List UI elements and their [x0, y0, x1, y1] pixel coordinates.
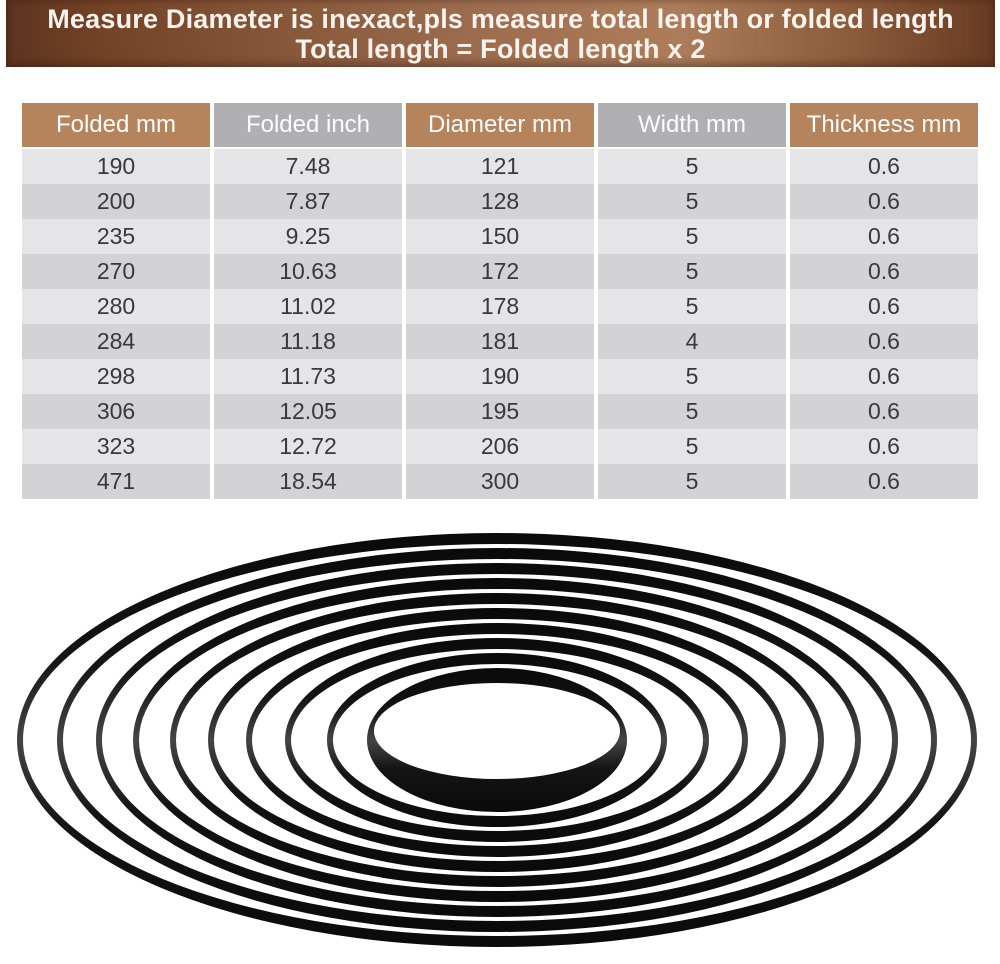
table-cell: 5 — [598, 289, 786, 324]
table-cell: 0.6 — [790, 464, 978, 499]
table-cell: 5 — [598, 219, 786, 254]
table-cell: 195 — [406, 394, 594, 429]
belt-ring — [285, 638, 709, 842]
table-cell: 172 — [406, 254, 594, 289]
table-cell: 270 — [22, 254, 210, 289]
column-header: Width mm — [598, 103, 786, 147]
table-cell: 0.6 — [790, 219, 978, 254]
banner-line-1: Measure Diameter is inexact,pls measure … — [47, 3, 954, 34]
belt-ring — [208, 608, 786, 872]
table-cell: 7.48 — [214, 149, 402, 184]
table-cell: 0.6 — [790, 359, 978, 394]
belt-ring — [17, 533, 977, 947]
table-cell: 471 — [22, 464, 210, 499]
table-cell: 178 — [406, 289, 594, 324]
table-cell: 284 — [22, 324, 210, 359]
spec-table-header-row: Folded mm Folded inch Diameter mm Width mm T… — [22, 103, 978, 147]
table-cell: 0.6 — [790, 254, 978, 289]
table-cell: 10.63 — [214, 254, 402, 289]
table-cell: 4 — [598, 324, 786, 359]
table-cell: 298 — [22, 359, 210, 394]
table-cell: 280 — [22, 289, 210, 324]
table-cell: 5 — [598, 429, 786, 464]
belt-ring — [246, 623, 748, 857]
belt-rings-group — [17, 533, 977, 947]
table-cell: 0.6 — [790, 184, 978, 219]
table-cell: 9.25 — [214, 219, 402, 254]
table-cell: 206 — [406, 429, 594, 464]
table-cell: 181 — [406, 324, 594, 359]
table-cell: 200 — [22, 184, 210, 219]
belt-ring — [326, 652, 668, 828]
table-cell: 0.6 — [790, 429, 978, 464]
table-cell: 11.02 — [214, 289, 402, 324]
table-cell: 190 — [22, 149, 210, 184]
spec-table: Folded mm Folded inch Diameter mm Width mm T… — [22, 103, 978, 499]
table-cell: 5 — [598, 394, 786, 429]
table-cell: 12.05 — [214, 394, 402, 429]
table-cell: 5 — [598, 149, 786, 184]
column-header: Thickness mm — [790, 103, 978, 147]
belt-ring — [57, 548, 937, 932]
column-header: Folded mm — [22, 103, 210, 147]
column-header: Diameter mm — [406, 103, 594, 147]
table-cell: 0.6 — [790, 289, 978, 324]
table-cell: 11.73 — [214, 359, 402, 394]
table-cell: 5 — [598, 184, 786, 219]
table-cell: 12.72 — [214, 429, 402, 464]
table-cell: 0.6 — [790, 394, 978, 429]
belt-ring — [96, 563, 898, 917]
table-cell: 300 — [406, 464, 594, 499]
table-cell: 121 — [406, 149, 594, 184]
table-cell: 18.54 — [214, 464, 402, 499]
column-header: Folded inch — [214, 103, 402, 147]
belt-ring — [133, 578, 861, 902]
table-cell: 306 — [22, 394, 210, 429]
spec-table-body: 190 7.48 121 5 0.6 200 7.87 128 5 0.6 235 9.25 150 5 0… — [22, 149, 978, 499]
header-banner: Measure Diameter is inexact,pls measure … — [6, 0, 995, 67]
table-cell: 11.18 — [214, 324, 402, 359]
table-cell: 0.6 — [790, 324, 978, 359]
table-cell: 235 — [22, 219, 210, 254]
table-cell: 323 — [22, 429, 210, 464]
banner-line-2: Total length = Folded length x 2 — [295, 33, 706, 64]
table-cell: 150 — [406, 219, 594, 254]
belt-ring — [170, 593, 824, 887]
table-cell: 190 — [406, 359, 594, 394]
table-cell: 7.87 — [214, 184, 402, 219]
table-cell: 5 — [598, 254, 786, 289]
table-cell: 5 — [598, 464, 786, 499]
table-cell: 128 — [406, 184, 594, 219]
table-cell: 0.6 — [790, 149, 978, 184]
table-cell: 5 — [598, 359, 786, 394]
belt-ring — [366, 667, 627, 813]
